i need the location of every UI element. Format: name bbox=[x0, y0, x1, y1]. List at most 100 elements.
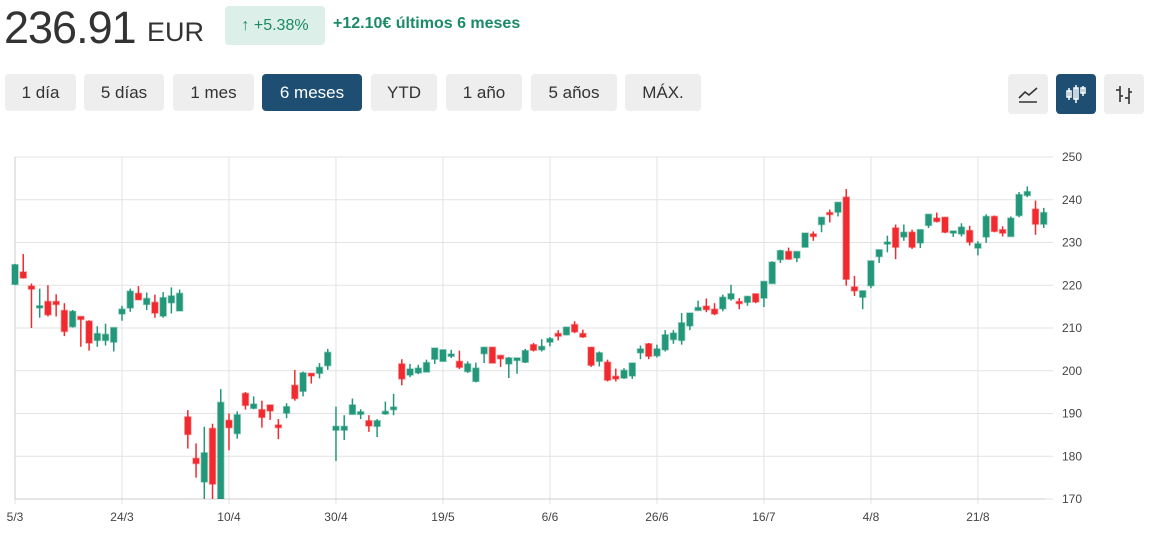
candle-body bbox=[546, 337, 554, 343]
candle-body bbox=[1031, 208, 1040, 225]
candle-body bbox=[118, 308, 126, 315]
ohlc-bars-button[interactable] bbox=[1104, 74, 1144, 114]
candle-down bbox=[751, 293, 760, 304]
candle-body bbox=[702, 305, 711, 311]
range-6m-button[interactable]: 6 meses bbox=[262, 74, 362, 111]
candle-up bbox=[669, 330, 678, 344]
candlestick-button[interactable] bbox=[1056, 74, 1096, 114]
range-1d-button[interactable]: 1 día bbox=[5, 74, 76, 111]
range-max-button[interactable]: MÁX. bbox=[625, 74, 701, 111]
candle-body bbox=[653, 348, 661, 357]
candle-body bbox=[760, 280, 768, 299]
candle-down bbox=[1031, 200, 1040, 235]
candle-up bbox=[924, 213, 933, 228]
x-tick-label: 5/3 bbox=[7, 510, 24, 524]
change-percent: +5.38% bbox=[253, 17, 309, 34]
candle-down bbox=[488, 346, 497, 364]
candle-up bbox=[142, 292, 151, 311]
candle-body bbox=[867, 260, 875, 287]
candle-body bbox=[644, 343, 653, 357]
candle-body bbox=[965, 229, 974, 243]
candle-up bbox=[760, 280, 768, 308]
candle-body bbox=[52, 300, 60, 306]
candle-body bbox=[167, 295, 176, 304]
candle-body bbox=[422, 361, 431, 373]
candle-up bbox=[35, 288, 44, 318]
candle-up bbox=[834, 201, 842, 217]
candle-body bbox=[751, 293, 760, 303]
candle-body bbox=[217, 401, 225, 499]
candle-body bbox=[35, 305, 44, 309]
candle-body bbox=[554, 332, 562, 337]
x-tick-label: 26/6 bbox=[645, 510, 669, 524]
candle-down bbox=[990, 215, 999, 233]
candle-body bbox=[801, 232, 809, 248]
candle-up bbox=[982, 214, 990, 243]
candle-down bbox=[85, 320, 93, 351]
candle-up bbox=[916, 228, 925, 249]
range-5y-button[interactable]: 5 años bbox=[531, 74, 617, 111]
candle-up bbox=[743, 295, 752, 306]
candle-body bbox=[348, 404, 357, 416]
candle-body bbox=[982, 215, 990, 238]
y-tick-label: 170 bbox=[1062, 492, 1082, 506]
candle-down bbox=[77, 315, 85, 347]
candle-up bbox=[521, 348, 530, 364]
candle-down bbox=[603, 359, 612, 382]
x-tick-label: 6/6 bbox=[542, 510, 559, 524]
candle-body bbox=[579, 332, 587, 338]
candle-up bbox=[472, 362, 480, 383]
candle-down bbox=[208, 423, 217, 499]
line-chart-button[interactable] bbox=[1008, 74, 1048, 114]
candle-body bbox=[562, 326, 571, 336]
candle-body bbox=[850, 286, 859, 292]
candle-body bbox=[595, 352, 604, 363]
candle-up bbox=[340, 415, 348, 441]
candle-up bbox=[110, 326, 118, 352]
candle-up bbox=[694, 300, 702, 312]
candle-up bbox=[249, 396, 258, 410]
candle-body bbox=[44, 300, 52, 316]
range-1y-button[interactable]: 1 año bbox=[446, 74, 522, 111]
candle-down bbox=[735, 298, 743, 310]
candle-up bbox=[439, 349, 447, 363]
candle-body bbox=[496, 354, 505, 360]
candle-down bbox=[225, 413, 233, 451]
candle-body bbox=[529, 343, 538, 351]
candle-up bbox=[480, 346, 488, 364]
candle-body bbox=[184, 416, 192, 436]
range-1m-button[interactable]: 1 mes bbox=[173, 74, 254, 111]
candle-up bbox=[233, 411, 241, 439]
candle-up bbox=[817, 216, 826, 233]
candle-up bbox=[282, 403, 291, 419]
candle-up bbox=[793, 250, 801, 263]
currency: EUR bbox=[147, 17, 205, 47]
candle-up bbox=[463, 361, 472, 373]
candle-up bbox=[422, 359, 431, 373]
candle-body bbox=[537, 345, 546, 351]
candle-down bbox=[891, 224, 900, 260]
candle-body bbox=[727, 293, 735, 300]
range-5d-button[interactable]: 5 días bbox=[84, 74, 164, 111]
candle-up bbox=[562, 326, 571, 336]
y-tick-label: 250 bbox=[1062, 150, 1082, 164]
candle-body bbox=[875, 249, 883, 258]
range-ytd-button[interactable]: YTD bbox=[371, 74, 437, 111]
candle-up bbox=[776, 249, 785, 264]
candle-body bbox=[389, 406, 398, 411]
candle-body bbox=[463, 363, 472, 373]
ohlc-bars-icon bbox=[1116, 86, 1132, 104]
candle-up bbox=[414, 364, 423, 375]
candle-up bbox=[323, 348, 332, 370]
candle-body bbox=[710, 308, 719, 315]
candle-up bbox=[867, 260, 875, 289]
candle-body bbox=[858, 290, 867, 298]
candle-body bbox=[151, 301, 159, 314]
candle-down bbox=[612, 368, 620, 382]
candle-up bbox=[677, 313, 686, 345]
candle-body bbox=[998, 228, 1007, 234]
candle-up bbox=[159, 292, 167, 318]
candle-down bbox=[644, 342, 653, 360]
candle-body bbox=[990, 215, 999, 233]
candle-down bbox=[184, 410, 192, 449]
